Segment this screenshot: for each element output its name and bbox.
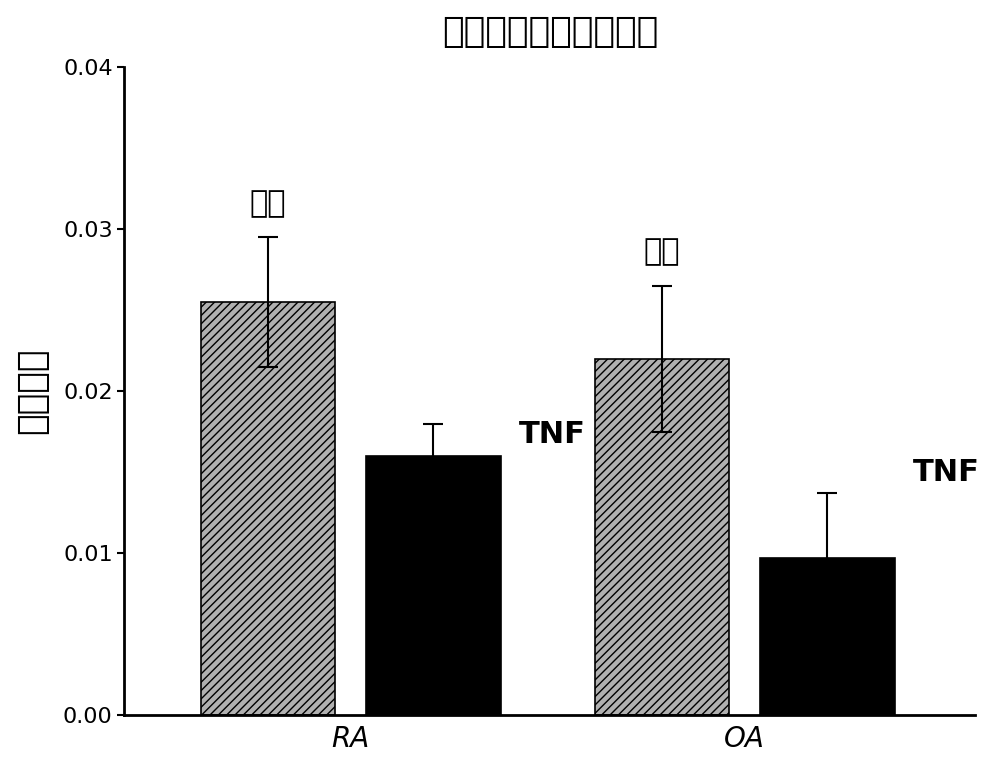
Y-axis label: 相对表达: 相对表达 (15, 348, 49, 435)
Bar (366, 456, 501, 715)
Text: TNF: TNF (518, 420, 585, 449)
Text: 对照: 对照 (644, 237, 680, 266)
Text: TNF: TNF (913, 458, 979, 488)
Bar (595, 359, 729, 715)
Bar (760, 558, 895, 715)
Bar (201, 302, 335, 715)
Title: ＰＴＰＲＳ表达合并物: ＰＴＰＲＳ表达合并物 (442, 15, 658, 49)
Text: 对照: 对照 (249, 189, 286, 217)
